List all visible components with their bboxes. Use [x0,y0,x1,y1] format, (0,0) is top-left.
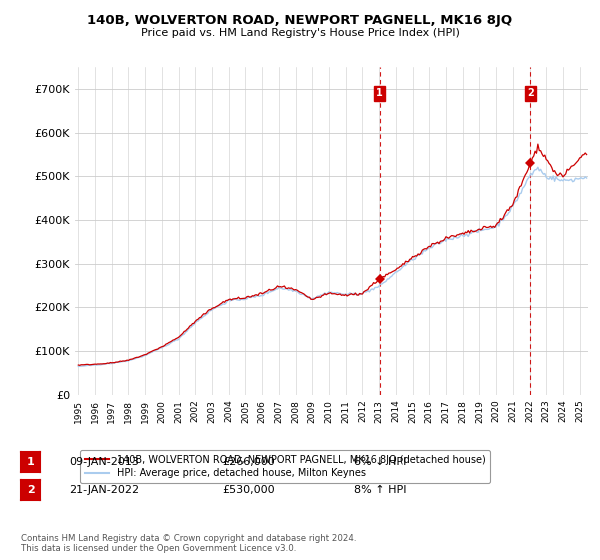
Text: 8% ↑ HPI: 8% ↑ HPI [354,485,407,495]
Text: £266,000: £266,000 [222,457,275,467]
Text: 1: 1 [27,457,34,467]
Text: £530,000: £530,000 [222,485,275,495]
Text: 2: 2 [527,88,534,99]
Text: 09-JAN-2013: 09-JAN-2013 [69,457,139,467]
Text: 140B, WOLVERTON ROAD, NEWPORT PAGNELL, MK16 8JQ: 140B, WOLVERTON ROAD, NEWPORT PAGNELL, M… [88,14,512,27]
Text: 6% ↓ HPI: 6% ↓ HPI [354,457,406,467]
Text: 1: 1 [376,88,383,99]
Text: 21-JAN-2022: 21-JAN-2022 [69,485,139,495]
Text: Contains HM Land Registry data © Crown copyright and database right 2024.
This d: Contains HM Land Registry data © Crown c… [21,534,356,553]
Legend: 140B, WOLVERTON ROAD, NEWPORT PAGNELL, MK16 8JQ (detached house), HPI: Average p: 140B, WOLVERTON ROAD, NEWPORT PAGNELL, M… [80,450,490,483]
Text: Price paid vs. HM Land Registry's House Price Index (HPI): Price paid vs. HM Land Registry's House … [140,28,460,38]
Text: 2: 2 [27,485,34,495]
